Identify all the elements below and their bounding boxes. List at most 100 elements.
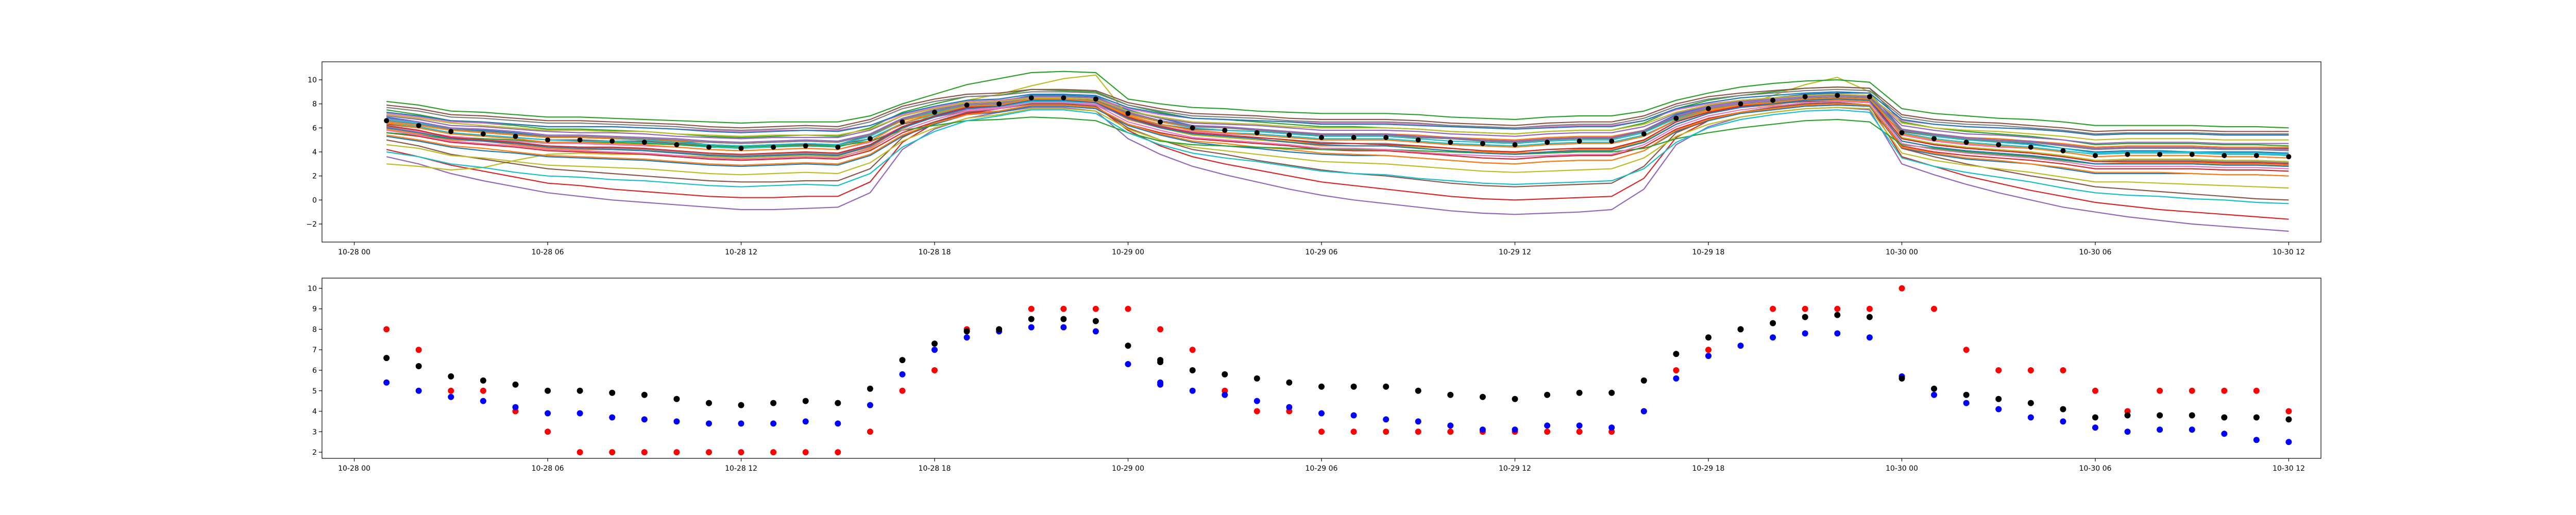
x-tick-label: 10-30 12 — [2273, 248, 2305, 256]
scatter-point — [1834, 330, 1841, 337]
scatter-point — [480, 377, 486, 384]
scatter-point — [383, 326, 390, 333]
scatter-point — [770, 400, 777, 406]
scatter-point — [1383, 428, 1389, 435]
scatter-point — [2060, 418, 2066, 425]
series-line — [386, 86, 2289, 147]
scatter-point — [641, 391, 648, 398]
x-tick-label: 10-29 18 — [1692, 248, 1724, 256]
scatter-point — [1028, 316, 1035, 322]
mean-point — [1222, 128, 1228, 133]
scatter-point — [673, 396, 680, 402]
scatter-point — [1157, 381, 1164, 388]
scatter-point — [1834, 305, 1841, 312]
y-tick-label: 7 — [312, 346, 317, 354]
scatter-point — [2221, 414, 2228, 421]
scatter-point — [1479, 393, 1486, 400]
scatter-point — [706, 400, 712, 406]
scatter-point — [1189, 367, 1196, 373]
scatter-point — [1640, 377, 1647, 384]
mean-point — [1061, 95, 1066, 100]
mean-point — [771, 144, 776, 150]
scatter-point — [2027, 400, 2034, 406]
scatter-point — [2189, 387, 2195, 394]
scatter-point — [2060, 367, 2066, 373]
mean-point — [1286, 132, 1292, 138]
mean-point — [513, 133, 518, 139]
scatter-point — [1092, 318, 1099, 324]
scatter-point — [1963, 400, 1970, 406]
scatter-point — [673, 418, 680, 425]
mean-point — [674, 142, 680, 147]
scatter-point — [2124, 412, 2131, 419]
y-tick-label: 3 — [312, 428, 317, 436]
scatter-point — [1802, 314, 1808, 320]
mean-point — [2092, 153, 2098, 158]
mean-point — [1415, 137, 1421, 143]
series-line — [386, 89, 2289, 135]
mean-point — [900, 119, 905, 125]
scatter-point — [1125, 342, 1131, 349]
scatter-point — [1995, 396, 2002, 402]
scatter-point — [641, 449, 648, 456]
x-tick-label: 10-29 00 — [1112, 465, 1144, 473]
series-line — [386, 95, 2289, 150]
scatter-point — [1737, 326, 1744, 333]
scatter-point — [1673, 367, 1680, 373]
scatter-point — [2157, 412, 2163, 419]
series-line — [386, 100, 2289, 169]
mean-point — [2253, 153, 2259, 158]
series-line — [386, 107, 2289, 232]
scatter-point — [1770, 334, 1776, 341]
scatter-point — [609, 389, 616, 396]
series-line — [386, 107, 2289, 189]
mean-point — [1673, 115, 1679, 121]
scatter-point — [1222, 371, 1228, 377]
scatter-point — [899, 357, 906, 364]
scatter-point — [1931, 385, 1937, 392]
scatter-point — [1866, 334, 1873, 341]
y-tick-label: −2 — [306, 220, 317, 229]
y-tick-label: 8 — [312, 325, 317, 334]
y-tick-label: 6 — [312, 367, 317, 375]
mean-point — [545, 137, 551, 143]
mean-point — [835, 144, 841, 150]
scatter-point — [641, 416, 648, 423]
x-tick-label: 10-28 06 — [532, 465, 564, 473]
scatter-point — [1802, 330, 1808, 337]
scatter-point — [867, 428, 873, 435]
scatter-point — [1253, 408, 1260, 415]
scatter-point — [1222, 391, 1228, 398]
mean-point — [1641, 131, 1647, 136]
mean-point — [641, 140, 647, 145]
y-tick-label: 10 — [308, 285, 317, 293]
scatter-point — [867, 402, 873, 408]
scatter-point — [1318, 383, 1325, 390]
scatter-point — [2253, 414, 2260, 421]
scatter-point — [1576, 428, 1583, 435]
scatter-point — [1383, 383, 1389, 390]
scatter-point — [1060, 324, 1067, 331]
y-tick-label: 8 — [312, 100, 317, 109]
series-line — [386, 71, 2289, 129]
scatter-point — [899, 371, 906, 377]
y-tick-label: 9 — [312, 305, 317, 314]
y-tick-label: 4 — [312, 408, 317, 416]
x-tick-label: 10-30 06 — [2079, 465, 2111, 473]
series-line — [386, 97, 2289, 165]
scatter-point — [2285, 439, 2292, 445]
scatter-point — [545, 410, 551, 417]
scatter-point — [1608, 389, 1615, 396]
scatter-point — [1415, 418, 1421, 425]
y-tick-label: 2 — [312, 173, 317, 181]
scatter-point — [1092, 328, 1099, 335]
mean-point — [1963, 140, 1969, 145]
scatter-point — [1931, 391, 1937, 398]
mean-point — [1931, 136, 1937, 142]
mean-point — [1093, 96, 1098, 102]
scatter-point — [867, 385, 873, 392]
scatter-point — [738, 420, 744, 427]
scatter-point — [802, 418, 809, 425]
x-tick-label: 10-28 12 — [725, 248, 757, 256]
scatter-point — [1866, 314, 1873, 320]
